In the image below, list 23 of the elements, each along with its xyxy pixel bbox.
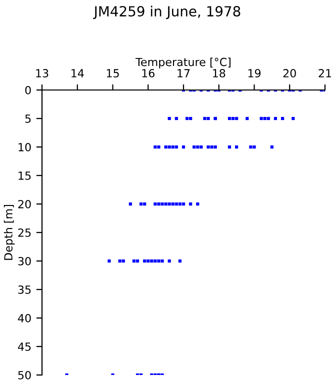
y-tick-label: 10 [18,142,31,152]
x-tick-label: 16 [142,69,154,78]
y-tick-label: 50 [18,370,31,380]
x-tick-label: 20 [283,69,296,78]
y-tick-label: 35 [18,285,31,294]
y-tick-label: 15 [18,172,31,180]
y-tick-label: 5 [25,114,31,123]
x-tick-label: 17 [178,69,190,78]
y-axis-title: Depth [m] [4,205,15,260]
y-tick-label: 30 [18,256,31,266]
y-tick-label: 20 [18,200,31,208]
y-tick-label: 40 [18,314,31,322]
x-tick-label: 21 [318,69,332,78]
x-tick-label: 18 [213,69,226,78]
y-tick-label: 45 [18,342,31,351]
y-tick-label: 25 [18,228,31,237]
x-tick-label: 13 [36,69,48,78]
chart-title: JM4259 in June, 1978 [93,6,240,20]
x-tick-label: 15 [106,69,119,78]
x-tick-label: 14 [72,69,84,78]
x-axis-title: Temperature [°C] [136,58,230,68]
x-tick-label: 19 [248,69,261,78]
y-tick-label: 0 [25,86,31,94]
